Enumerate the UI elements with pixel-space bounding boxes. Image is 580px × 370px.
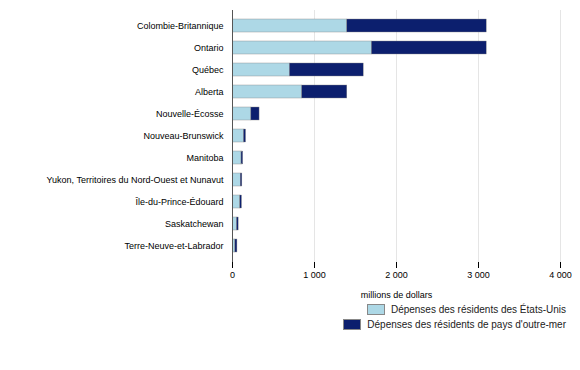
svg-text:Île-du-Prince-Édouard: Île-du-Prince-Édouard	[134, 197, 223, 207]
html-text:Dépenses des résidents des Éta: Dépenses des résidents des États-Unis	[390, 304, 566, 315]
svg-text:Terre-Neuve-et-Labrador: Terre-Neuve-et-Labrador	[124, 241, 223, 251]
svg-text:Ontario: Ontario	[194, 43, 224, 53]
svg-text:3 000: 3 000	[467, 270, 490, 280]
svg-text:Nouveau-Brunswick: Nouveau-Brunswick	[143, 131, 224, 141]
svg-text:Nouvelle-Écosse: Nouvelle-Écosse	[156, 109, 224, 119]
svg-text:Québec: Québec	[192, 65, 224, 75]
svg-text:Alberta: Alberta	[195, 87, 224, 97]
svg-text:0: 0	[230, 270, 235, 280]
html-text:Dépenses des résidents de pays: Dépenses des résidents de pays d'outre-m…	[367, 319, 566, 330]
svg-text:4 000: 4 000	[549, 270, 572, 280]
svg-text:Saskatchewan: Saskatchewan	[165, 219, 224, 229]
svg-text:Manitoba: Manitoba	[186, 153, 223, 163]
svg-text:1 000: 1 000	[303, 270, 326, 280]
svg-text:2 000: 2 000	[385, 270, 408, 280]
svg-text:millions de dollars: millions de dollars	[361, 290, 433, 300]
svg-text:Colombie-Britannique: Colombie-Britannique	[137, 21, 224, 31]
svg-text:Yukon, Territoires du Nord-Oue: Yukon, Territoires du Nord-Ouest et Nuna…	[47, 175, 224, 185]
